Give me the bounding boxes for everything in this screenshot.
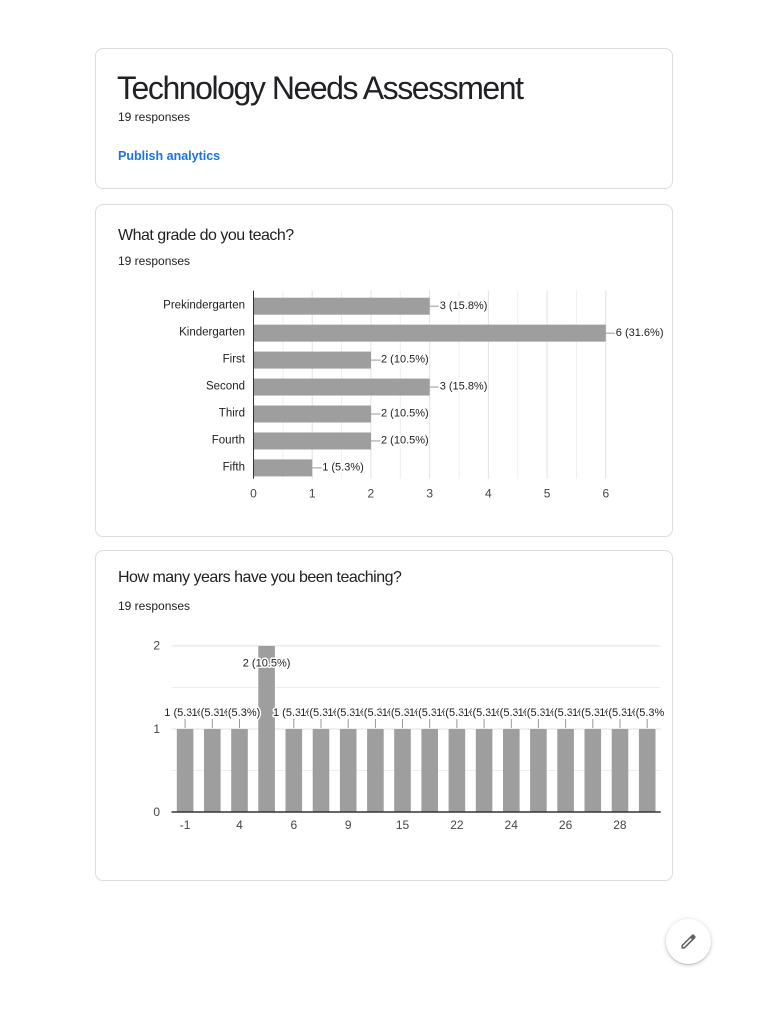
svg-text:1 (5.3%): 1 (5.3%): [409, 707, 451, 719]
svg-text:3: 3: [426, 486, 433, 500]
svg-text:2: 2: [368, 486, 375, 500]
svg-text:1 (5.3%): 1 (5.3%): [626, 707, 664, 719]
svg-text:24: 24: [505, 818, 519, 832]
svg-text:6 (31.6%): 6 (31.6%): [616, 327, 664, 339]
svg-text:1 (5.3%): 1 (5.3%): [164, 707, 206, 719]
svg-text:22: 22: [450, 818, 464, 832]
svg-text:1 (5.3%): 1 (5.3%): [192, 707, 234, 719]
svg-text:1 (5.3%): 1 (5.3%): [599, 707, 641, 719]
svg-text:2 (10.5%): 2 (10.5%): [381, 354, 429, 366]
svg-text:1 (5.3%): 1 (5.3%): [273, 707, 315, 719]
svg-text:1 (5.3%): 1 (5.3%): [355, 707, 397, 719]
svg-text:1 (5.3%): 1 (5.3%): [463, 707, 505, 719]
svg-text:First: First: [223, 354, 246, 366]
svg-text:28: 28: [613, 818, 627, 832]
svg-text:1 (5.3%): 1 (5.3%): [491, 707, 533, 719]
svg-text:Prekindergarten: Prekindergarten: [163, 300, 245, 312]
svg-text:4: 4: [236, 818, 243, 832]
svg-text:4: 4: [485, 486, 492, 500]
svg-text:Fifth: Fifth: [223, 461, 245, 473]
svg-text:1 (5.3%): 1 (5.3%): [518, 707, 560, 719]
svg-text:3 (15.8%): 3 (15.8%): [440, 381, 488, 393]
svg-text:1 (5.3%): 1 (5.3%): [545, 707, 587, 719]
svg-text:1 (5.3%): 1 (5.3%): [300, 707, 342, 719]
svg-text:2 (10.5%): 2 (10.5%): [381, 408, 429, 420]
svg-text:2 (10.5%): 2 (10.5%): [243, 658, 291, 670]
svg-text:2: 2: [153, 639, 160, 653]
svg-text:5: 5: [544, 486, 551, 500]
svg-text:1 (5.3%): 1 (5.3%): [436, 707, 478, 719]
svg-text:Fourth: Fourth: [212, 434, 245, 446]
svg-text:6: 6: [290, 818, 297, 832]
svg-text:Second: Second: [206, 380, 245, 392]
svg-text:2 (10.5%): 2 (10.5%): [381, 435, 429, 447]
svg-text:26: 26: [559, 818, 573, 832]
svg-text:1 (5.3%): 1 (5.3%): [382, 707, 424, 719]
svg-text:1 (5.3%): 1 (5.3%): [219, 707, 261, 719]
svg-text:3 (15.8%): 3 (15.8%): [440, 300, 488, 312]
svg-text:Kindergarten: Kindergarten: [179, 327, 245, 339]
svg-text:1: 1: [309, 486, 316, 500]
svg-text:15: 15: [396, 818, 410, 832]
svg-text:9: 9: [345, 818, 352, 832]
svg-text:1: 1: [153, 722, 160, 736]
svg-text:1 (5.3%): 1 (5.3%): [327, 707, 369, 719]
svg-text:-1: -1: [180, 818, 191, 832]
svg-text:1 (5.3%): 1 (5.3%): [572, 707, 614, 719]
svg-text:1 (5.3%): 1 (5.3%): [322, 462, 364, 474]
svg-text:0: 0: [250, 486, 257, 500]
svg-text:6: 6: [602, 486, 609, 500]
svg-text:Third: Third: [219, 407, 245, 419]
svg-text:0: 0: [153, 805, 160, 819]
